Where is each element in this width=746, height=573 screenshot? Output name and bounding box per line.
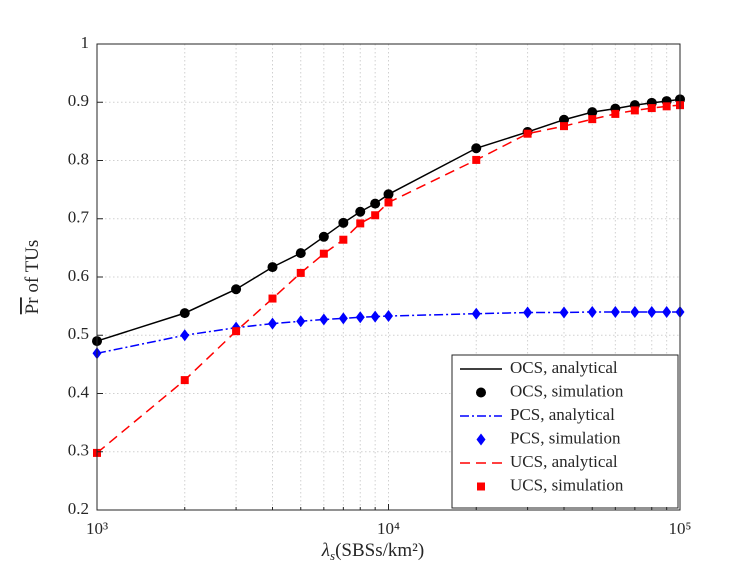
marker bbox=[180, 329, 190, 342]
marker bbox=[662, 305, 672, 318]
marker bbox=[356, 219, 365, 228]
marker bbox=[559, 306, 569, 319]
marker bbox=[476, 433, 486, 446]
marker bbox=[587, 305, 597, 318]
marker bbox=[523, 129, 532, 138]
legend-label: PCS, simulation bbox=[510, 428, 621, 447]
marker bbox=[630, 106, 639, 115]
plot bbox=[92, 94, 685, 457]
marker bbox=[295, 248, 306, 259]
marker bbox=[471, 143, 482, 154]
x-axis-label: λs(SBSs/km²) bbox=[321, 540, 424, 563]
marker bbox=[370, 198, 381, 209]
marker bbox=[610, 305, 620, 318]
marker bbox=[384, 198, 393, 207]
marker bbox=[370, 310, 380, 323]
legend-label: UCS, analytical bbox=[510, 452, 618, 471]
marker bbox=[523, 306, 533, 319]
marker bbox=[296, 268, 305, 277]
y-label-symbol: Pr bbox=[22, 297, 43, 315]
marker bbox=[647, 104, 656, 113]
y-tick-label: 0.7 bbox=[68, 208, 90, 227]
legend-box bbox=[451, 354, 679, 509]
x-label-sub: s bbox=[330, 548, 335, 563]
y-tick-label: 1 bbox=[81, 33, 90, 52]
marker bbox=[611, 109, 620, 118]
marker bbox=[319, 313, 329, 326]
marker bbox=[471, 307, 481, 320]
x-label-symbol: λ bbox=[321, 540, 330, 561]
marker bbox=[355, 206, 366, 217]
marker bbox=[384, 310, 393, 323]
marker bbox=[588, 115, 597, 124]
marker bbox=[268, 294, 277, 303]
y-tick-label: 0.5 bbox=[68, 324, 89, 343]
y-tick-label: 0.3 bbox=[68, 441, 89, 460]
y-label-rest: of TUs bbox=[22, 240, 43, 298]
legend-label: OCS, analytical bbox=[510, 358, 618, 377]
x-tick-label: 10⁵ bbox=[669, 519, 692, 538]
marker bbox=[472, 155, 481, 164]
x-tick-label: 10⁴ bbox=[377, 519, 400, 538]
marker bbox=[560, 122, 569, 131]
marker bbox=[267, 262, 278, 273]
marker bbox=[296, 315, 306, 328]
x-label-unit: (SBSs/km²) bbox=[335, 540, 424, 561]
marker bbox=[180, 376, 189, 385]
legend-label: PCS, analytical bbox=[510, 405, 615, 424]
legend: OCS, analytical OCS, simulation PCS, analy… bbox=[451, 354, 679, 509]
marker bbox=[319, 249, 328, 258]
marker bbox=[647, 305, 657, 318]
y-tick-label: 0.9 bbox=[68, 91, 89, 110]
y-tick-label: 0.4 bbox=[68, 382, 90, 401]
marker bbox=[383, 189, 394, 200]
marker bbox=[630, 305, 640, 318]
y-axis-label: Pr of TUs bbox=[22, 240, 43, 315]
marker bbox=[339, 235, 348, 244]
legend-label: UCS, simulation bbox=[510, 475, 624, 494]
legend-label: OCS, simulation bbox=[510, 381, 624, 400]
marker bbox=[338, 312, 348, 325]
y-tick-label: 0.2 bbox=[68, 499, 89, 518]
marker bbox=[355, 311, 365, 324]
marker bbox=[371, 211, 380, 220]
marker bbox=[179, 308, 190, 319]
marker bbox=[318, 231, 329, 242]
marker bbox=[476, 387, 486, 398]
marker bbox=[338, 217, 349, 228]
x-tick-label: 10³ bbox=[86, 519, 108, 538]
marker bbox=[587, 107, 598, 118]
marker bbox=[268, 317, 278, 330]
marker bbox=[231, 284, 242, 295]
marker bbox=[662, 102, 671, 111]
marker bbox=[232, 327, 241, 336]
y-tick-label: 0.8 bbox=[68, 149, 89, 168]
y-tick-label: 0.6 bbox=[68, 266, 89, 285]
marker bbox=[477, 482, 485, 491]
